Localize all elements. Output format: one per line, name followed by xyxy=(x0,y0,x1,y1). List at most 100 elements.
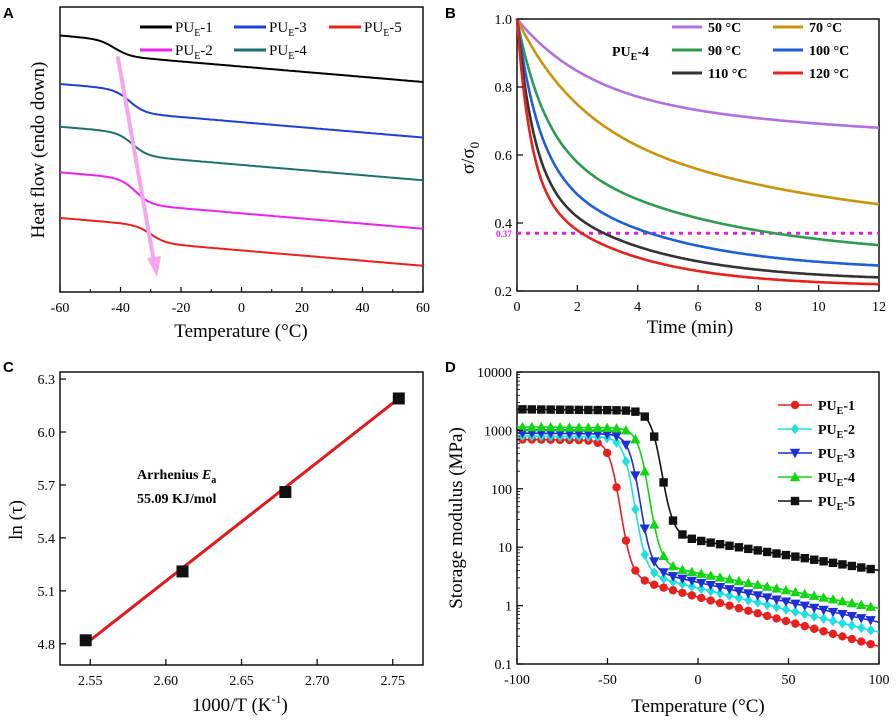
panel-d-marker-5 xyxy=(734,543,744,552)
panel-d-legend-label-suffix: -3 xyxy=(843,447,855,462)
panel-d-marker-3 xyxy=(752,591,763,601)
panel-d-marker-1 xyxy=(668,586,678,595)
panel-a-legend-label-main: PU xyxy=(269,43,288,59)
panel-b-legend: 50 °C 70 °C 90 °C 100 °C 110 °C 120 °C xyxy=(672,21,849,82)
panel-d-marker-2 xyxy=(734,592,744,604)
panel-d-marker-4 xyxy=(601,422,613,433)
panel-d-marker-5 xyxy=(668,516,678,525)
panel-d-marker-3 xyxy=(761,593,773,603)
panel-d-marker-5 xyxy=(640,412,649,421)
panel-d-ytick-label: 1 xyxy=(505,600,512,615)
panel-d-marker-4 xyxy=(696,568,707,578)
panel-c-xtick-label: 2.75 xyxy=(381,674,406,689)
panel-c-ytick-label: 6.0 xyxy=(38,426,56,441)
panel-d-marker-2 xyxy=(697,583,706,595)
panel-d-marker-1 xyxy=(602,448,612,458)
panel-d-marker-5 xyxy=(715,539,725,549)
panel-d-marker-2 xyxy=(772,602,781,613)
panel-a-line-2 xyxy=(59,83,424,139)
panel-b-xtick-label: 4 xyxy=(634,300,641,315)
panel-c-ytick-label: 5.7 xyxy=(38,479,56,494)
panel-d-ytick-label: 10000 xyxy=(477,366,512,381)
panel-d-marker-3 xyxy=(846,612,858,622)
panel-a: A -60 -40 -20 0 20 40 60 Temperature (°C) Heat… xyxy=(3,5,430,342)
panel-d-marker-1 xyxy=(772,614,781,623)
panel-d-marker-3 xyxy=(827,607,839,618)
panel-d-marker-1 xyxy=(857,637,866,646)
panel-d-xtick-label: 100 xyxy=(869,673,890,688)
panel-d-marker-3 xyxy=(837,609,848,620)
panel-d-marker-3 xyxy=(780,597,792,607)
panel-d-marker-5 xyxy=(866,564,875,574)
panel-b-ytick-label: 1.0 xyxy=(495,13,513,28)
panel-d-marker-4 xyxy=(724,574,735,584)
panel-d-marker-4 xyxy=(780,584,792,595)
panel-b-xtick-label: 0 xyxy=(514,300,521,315)
panel-c-xlabel-main: 1000/T (K xyxy=(192,695,272,716)
panel-a-line-4 xyxy=(59,171,424,230)
panel-d-marker-4 xyxy=(743,577,754,588)
panel-d-marker-2 xyxy=(612,437,621,448)
panel-a-line-5 xyxy=(59,216,424,267)
panel-d-legend-label-sub: E xyxy=(837,430,844,441)
panel-b-xtick-label: 12 xyxy=(872,300,886,315)
panel-d-marker-5 xyxy=(744,544,753,554)
panel-d-marker-4 xyxy=(658,550,669,561)
panel-d-marker-1 xyxy=(828,629,838,639)
panel-d-marker-4 xyxy=(790,586,801,597)
panel-d-legend-label-sub: E xyxy=(837,478,844,489)
panel-d-marker-3 xyxy=(658,568,669,578)
panel-d-marker-4 xyxy=(573,422,585,432)
panel-c-xtick-label: 2.55 xyxy=(78,674,103,689)
panel-d-legend-label-suffix: -5 xyxy=(843,495,855,510)
panel-a-xlabel: Temperature (°C) xyxy=(174,321,307,342)
panel-d-legend-swatch-marker xyxy=(790,423,800,435)
panel-d-marker-1 xyxy=(819,627,828,636)
panel-d-xtick-label: -100 xyxy=(504,673,530,688)
panel-d-legend-label: PUE-3 xyxy=(818,447,855,465)
panel-d-marker-3 xyxy=(601,430,613,440)
panel-d-legend-label-main: PU xyxy=(818,495,837,510)
panel-d-marker-1 xyxy=(706,596,715,605)
panel-d-marker-4 xyxy=(630,434,641,444)
panel-d-ytick-label: 100 xyxy=(491,483,512,498)
panel-a-legend-label-main: PU xyxy=(364,20,383,36)
panel-d-marker-3 xyxy=(714,583,726,593)
panel-d-marker-4 xyxy=(733,575,745,586)
panel-d-marker-5 xyxy=(791,552,800,561)
panel-c-ann-ea: E xyxy=(201,468,211,483)
panel-d-marker-4 xyxy=(837,595,848,606)
panel-a-arrow-shaft xyxy=(116,56,156,264)
panel-a-legend-label: PUE-1 xyxy=(175,20,213,39)
panel-d-marker-5 xyxy=(659,478,668,487)
panel-a-legend-label-sub: E xyxy=(288,28,294,39)
panel-d-marker-2 xyxy=(631,503,640,515)
panel-d-marker-3 xyxy=(686,576,698,587)
panel-d-marker-3 xyxy=(611,432,622,442)
panel-d-marker-4 xyxy=(752,579,763,589)
panel-d-line-2 xyxy=(517,435,880,633)
panel-d-marker-5 xyxy=(810,555,819,564)
panel-d-marker-4 xyxy=(620,425,632,435)
panel-d-marker-5 xyxy=(593,405,602,415)
panel-d-marker-3 xyxy=(818,605,829,616)
panel-d-marker-2 xyxy=(706,585,715,597)
panel-d-marker-4 xyxy=(846,597,858,608)
panel-b-title-suffix: -4 xyxy=(637,45,649,60)
panel-d-marker-5 xyxy=(706,538,715,547)
panel-a-lines xyxy=(59,34,424,277)
panel-d-marker-5 xyxy=(518,405,527,414)
panel-d-marker-5 xyxy=(537,405,546,414)
panel-d-ytick-label: 10 xyxy=(498,541,512,556)
panel-d-marker-3 xyxy=(545,429,556,439)
panel-d-legend-label: PUE-4 xyxy=(818,471,855,489)
panel-d-marker-4 xyxy=(865,601,876,611)
panel-d-marker-5 xyxy=(678,530,687,539)
panel-d-marker-3 xyxy=(554,429,566,439)
panel-a-legend-label-suffix: -3 xyxy=(294,20,307,36)
panel-b-line-5 xyxy=(515,18,880,279)
panel-d-marker-4 xyxy=(714,572,726,582)
panel-b-title-sub: E xyxy=(631,52,638,63)
panel-d-marker-4 xyxy=(677,564,688,574)
